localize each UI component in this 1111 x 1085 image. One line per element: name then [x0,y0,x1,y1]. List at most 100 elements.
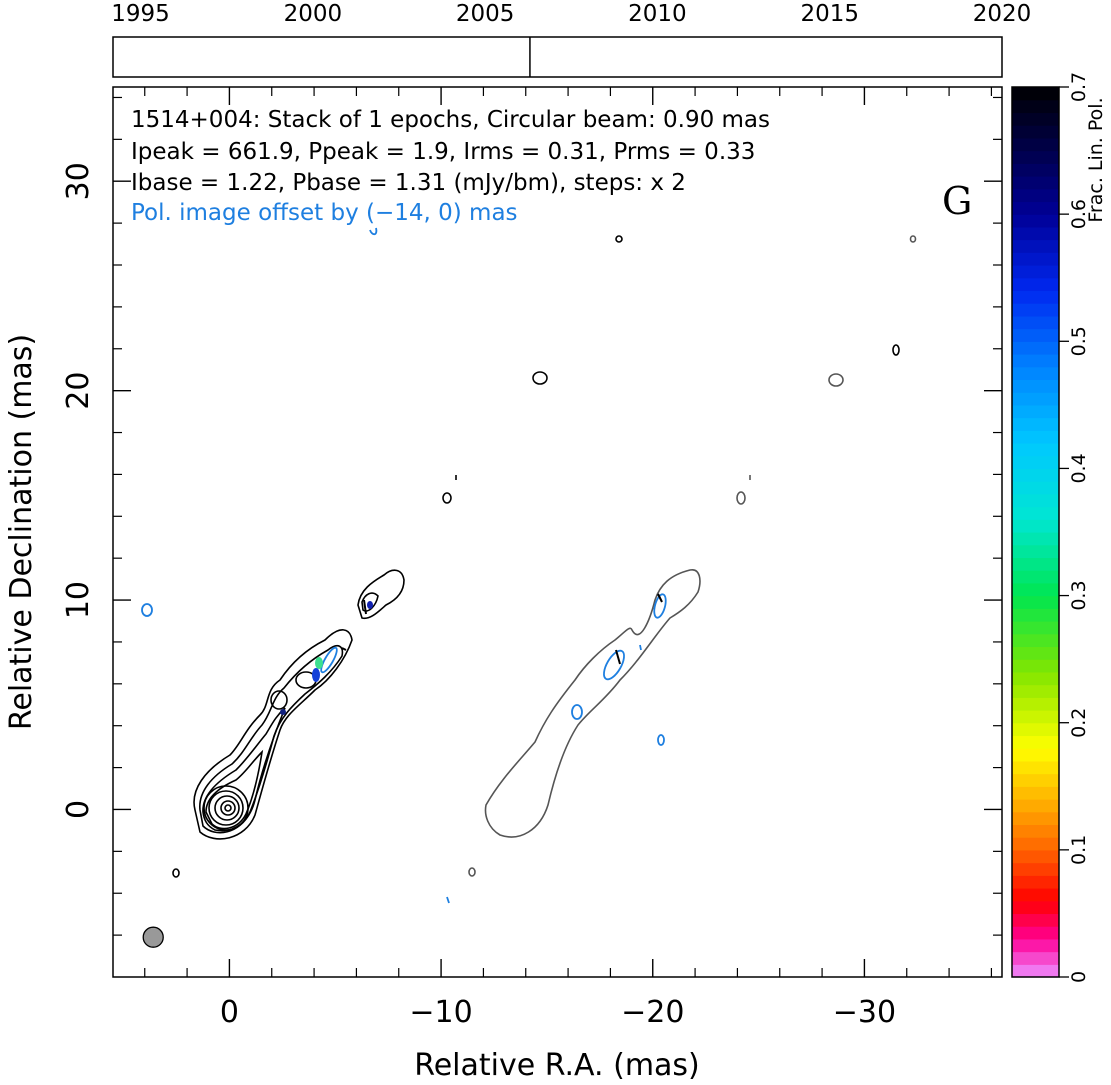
y-tick-label: 20 [61,372,96,410]
colorbar-band [1012,671,1059,686]
timeline-year-label: 2015 [800,1,859,27]
colorbar-band [1012,748,1059,762]
colorbar-band [1012,303,1059,317]
contour-6 [208,790,244,826]
colorbar-band [1012,532,1059,546]
pol-feature-6 [653,593,667,619]
x-tick-label: −20 [621,995,684,1030]
colorbar-band [1012,710,1059,724]
colorbar-frame [1011,86,1060,978]
annotation-line-1: 1514+004: Stack of 1 epochs, Circular be… [131,107,770,133]
isolated-contour-1 [532,371,548,385]
colorbar-label: Frac. Lin. Pol. [1085,97,1107,222]
x-tick-label: 0 [220,995,239,1030]
y-tick-label: 10 [61,581,96,619]
colorbar-band [1012,392,1059,406]
colorbar-band [1012,315,1059,330]
colorbar-band [1012,328,1059,342]
colorbar-band [1012,430,1059,444]
evpa-tick-4 [341,647,347,651]
colorbar-band [1012,722,1059,737]
colorbar-tick-label: 0.6 [1068,199,1090,229]
pol-feature-8 [369,227,378,236]
colorbar-band [1012,404,1059,419]
stokes-i-contours [172,235,900,878]
colorbar-band [1012,455,1059,470]
colorbar-band [1012,608,1059,622]
isolated-contour-2 [442,492,452,504]
annotation-line-2: Ipeak = 661.9, Ppeak = 1.9, Irms = 0.31,… [131,139,755,165]
colorbar-band [1012,188,1059,203]
colorbar-band [1012,226,1059,241]
pol-features [141,227,667,904]
colorbar-tick-label: 0.2 [1068,708,1090,738]
pol-fill-2 [312,668,320,682]
colorbar-tick-label: 0.5 [1068,326,1090,356]
colorbar-band [1012,697,1059,711]
contour-7 [214,795,240,821]
pol-fill-patches [280,601,373,715]
colorbar-band [1012,786,1059,800]
pol-outline-isolated-1 [828,373,844,387]
colorbar-band [1012,862,1059,876]
colorbar-band [1012,493,1059,508]
colorbar-band [1012,875,1059,889]
pol-fill-3 [367,601,373,609]
knot-contour-1 [270,690,288,710]
map-ticks: 0 −10 −20 −30 0 10 20 30 [61,87,1002,1030]
colorbar-band [1012,557,1059,571]
colorbar-band [1012,150,1059,164]
timeline-ticks: 1995 2000 2005 2010 2015 2020 [111,1,1031,27]
pol-feature-3 [603,649,625,681]
isolated-contour-4 [892,344,900,356]
colorbar-band [1012,125,1059,139]
colorbar-band [1012,659,1059,673]
colorbar-band [1012,443,1059,457]
colorbar-tick-label: 0.7 [1068,72,1090,102]
colorbar-band [1012,214,1059,228]
colorbar-tick-label: 0.4 [1068,453,1090,483]
colorbar-band [1012,595,1059,609]
colorbar-band [1012,938,1059,953]
colorbar-band [1012,201,1059,215]
x-axis-label: Relative R.A. (mas) [414,1048,700,1083]
colorbar-band [1012,366,1059,381]
colorbar-band [1012,837,1059,851]
colorbar-band [1012,646,1059,660]
timeline-panel: 1995 2000 2005 2010 2015 2020 [111,1,1031,78]
evpa-tick-2 [615,649,621,665]
pol-feature-7 [639,644,642,651]
colorbar-band [1012,888,1059,902]
evpa-tick-3 [657,593,663,603]
pol-fill-4 [280,709,286,715]
timeline-year-label: 2005 [456,1,515,27]
colorbar-band [1012,760,1059,775]
colorbar-band [1012,481,1059,495]
colorbar-bands [1012,87,1059,978]
colorbar-ticks: 0 0.1 0.2 0.3 0.4 0.5 0.6 0.7 [1059,72,1090,983]
colorbar-band [1012,265,1059,279]
map-frame [112,86,1003,978]
pol-feature-1 [141,603,153,617]
colorbar-band [1012,849,1059,864]
pol-feature-5 [657,734,665,746]
contour-9 [224,804,232,812]
timeline-year-label: 2010 [628,1,687,27]
colorbar-tick-label: 0.3 [1068,580,1090,610]
colorbar-band [1012,417,1059,431]
colorbar-band [1012,137,1059,152]
annotations: 1514+004: Stack of 1 epochs, Circular be… [131,107,972,226]
colorbar-band [1012,112,1059,126]
pol-outline-contours [468,235,917,877]
colorbar-band [1012,87,1059,101]
x-tick-label: −30 [833,995,896,1030]
colorbar-band [1012,913,1059,927]
colorbar-band [1012,633,1059,648]
map-panel: 0 −10 −20 −30 0 10 20 30 [4,86,1003,1083]
colorbar-band [1012,964,1059,978]
colorbar-band [1012,684,1059,698]
colorbar-band [1012,354,1059,368]
y-tick-label: 30 [61,162,96,200]
evpa-ticks [341,593,663,665]
pol-outline-isolated-4 [909,235,917,243]
